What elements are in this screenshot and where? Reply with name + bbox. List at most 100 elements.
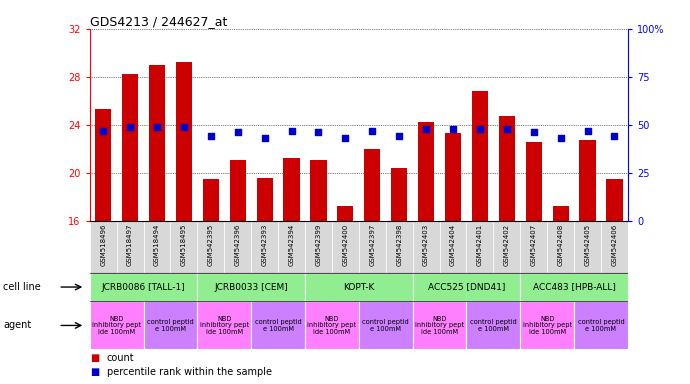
- Text: GSM542399: GSM542399: [315, 223, 322, 266]
- Bar: [580, 141, 595, 221]
- Bar: [472, 91, 488, 221]
- Text: GSM542402: GSM542402: [504, 223, 510, 265]
- Bar: [391, 168, 407, 221]
- Point: [555, 135, 566, 141]
- Bar: [257, 177, 273, 221]
- Bar: [90, 221, 117, 273]
- Bar: [520, 273, 628, 301]
- Text: JCRB0033 [CEM]: JCRB0033 [CEM]: [215, 283, 288, 291]
- Text: NBD
inhibitory pept
ide 100mM: NBD inhibitory pept ide 100mM: [307, 316, 357, 335]
- Bar: [230, 160, 246, 221]
- Text: JCRB0086 [TALL-1]: JCRB0086 [TALL-1]: [101, 283, 186, 291]
- Bar: [117, 221, 144, 273]
- Bar: [413, 301, 466, 349]
- Text: GSM542408: GSM542408: [558, 223, 564, 266]
- Bar: [90, 273, 197, 301]
- Bar: [170, 221, 197, 273]
- Bar: [310, 160, 326, 221]
- Point: [152, 124, 163, 130]
- Text: KOPT-K: KOPT-K: [343, 283, 375, 291]
- Text: GSM518495: GSM518495: [181, 223, 187, 266]
- Bar: [224, 221, 251, 273]
- Text: GSM518494: GSM518494: [154, 223, 160, 266]
- Text: ACC525 [DND41]: ACC525 [DND41]: [428, 283, 505, 291]
- Text: control peptid
e 100mM: control peptid e 100mM: [578, 319, 624, 332]
- Text: GSM542401: GSM542401: [477, 223, 483, 266]
- Bar: [386, 221, 413, 273]
- Text: ■: ■: [90, 367, 99, 377]
- Text: count: count: [107, 353, 135, 363]
- Point: [447, 126, 458, 132]
- Bar: [332, 221, 359, 273]
- Bar: [251, 221, 278, 273]
- Text: GSM542406: GSM542406: [611, 223, 618, 266]
- Point: [206, 133, 217, 139]
- Bar: [95, 109, 111, 221]
- Point: [339, 135, 351, 141]
- Bar: [144, 221, 170, 273]
- Bar: [305, 301, 359, 349]
- Text: control peptid
e 100mM: control peptid e 100mM: [362, 319, 409, 332]
- Bar: [466, 301, 520, 349]
- Bar: [413, 273, 520, 301]
- Text: NBD
inhibitory pept
ide 100mM: NBD inhibitory pept ide 100mM: [522, 316, 572, 335]
- Bar: [520, 301, 574, 349]
- Bar: [601, 221, 628, 273]
- Text: NBD
inhibitory pept
ide 100mM: NBD inhibitory pept ide 100mM: [92, 316, 141, 335]
- Text: control peptid
e 100mM: control peptid e 100mM: [470, 319, 517, 332]
- Bar: [305, 221, 332, 273]
- Text: NBD
inhibitory pept
ide 100mM: NBD inhibitory pept ide 100mM: [415, 316, 464, 335]
- Text: GSM542407: GSM542407: [531, 223, 537, 266]
- Bar: [547, 221, 574, 273]
- Bar: [278, 221, 305, 273]
- Text: GSM542393: GSM542393: [262, 223, 268, 266]
- Bar: [520, 221, 547, 273]
- Bar: [203, 179, 219, 221]
- Bar: [337, 207, 353, 221]
- Text: GSM518496: GSM518496: [100, 223, 106, 266]
- Bar: [144, 301, 197, 349]
- Point: [178, 124, 189, 130]
- Bar: [574, 301, 628, 349]
- Bar: [90, 301, 144, 349]
- Text: ACC483 [HPB-ALL]: ACC483 [HPB-ALL]: [533, 283, 615, 291]
- Bar: [197, 221, 224, 273]
- Point: [609, 133, 620, 139]
- Bar: [413, 221, 440, 273]
- Bar: [499, 116, 515, 221]
- Text: percentile rank within the sample: percentile rank within the sample: [107, 367, 272, 377]
- Bar: [445, 133, 461, 221]
- Text: GSM542400: GSM542400: [342, 223, 348, 266]
- Point: [232, 129, 243, 136]
- Bar: [251, 301, 305, 349]
- Point: [528, 129, 539, 136]
- Text: GSM542404: GSM542404: [450, 223, 456, 265]
- Bar: [364, 149, 380, 221]
- Text: GSM542396: GSM542396: [235, 223, 241, 266]
- Bar: [607, 179, 622, 221]
- Bar: [359, 301, 413, 349]
- Bar: [574, 221, 601, 273]
- Text: agent: agent: [3, 320, 32, 331]
- Bar: [359, 221, 386, 273]
- Point: [420, 126, 432, 132]
- Bar: [284, 159, 299, 221]
- Bar: [526, 142, 542, 221]
- Point: [286, 127, 297, 134]
- Bar: [418, 122, 434, 221]
- Text: GSM542405: GSM542405: [584, 223, 591, 265]
- Point: [98, 127, 109, 134]
- Bar: [553, 207, 569, 221]
- Bar: [305, 273, 413, 301]
- Text: GSM542395: GSM542395: [208, 223, 214, 266]
- Point: [259, 135, 270, 141]
- Point: [475, 126, 486, 132]
- Text: control peptid
e 100mM: control peptid e 100mM: [255, 319, 302, 332]
- Point: [393, 133, 404, 139]
- Text: GSM518497: GSM518497: [127, 223, 133, 266]
- Bar: [440, 221, 466, 273]
- Point: [582, 127, 593, 134]
- Text: GSM542397: GSM542397: [369, 223, 375, 266]
- Bar: [466, 221, 493, 273]
- Bar: [197, 273, 305, 301]
